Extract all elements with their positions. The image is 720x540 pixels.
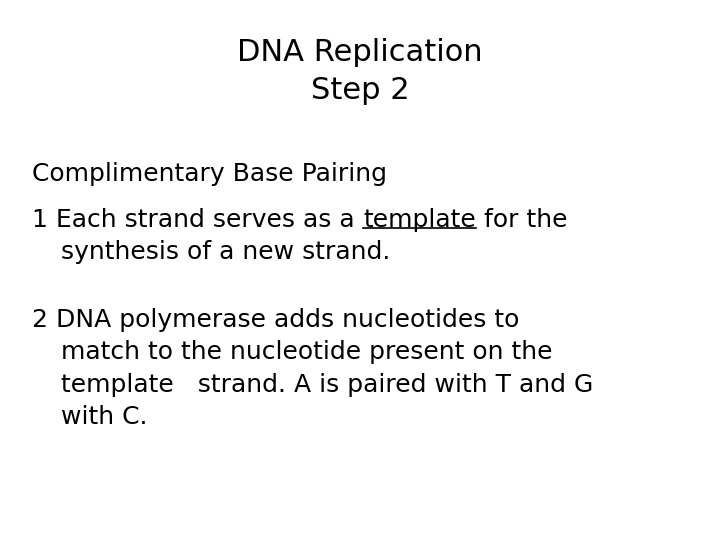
Text: 1 Each strand serves as a: 1 Each strand serves as a [32, 208, 363, 232]
Text: synthesis of a new strand.: synthesis of a new strand. [61, 240, 390, 264]
Text: for the: for the [476, 208, 567, 232]
Text: template: template [363, 208, 476, 232]
Text: Complimentary Base Pairing: Complimentary Base Pairing [32, 162, 387, 186]
Text: with C.: with C. [61, 405, 148, 429]
Text: 2 DNA polymerase adds nucleotides to: 2 DNA polymerase adds nucleotides to [32, 308, 520, 332]
Text: DNA Replication
Step 2: DNA Replication Step 2 [237, 38, 483, 105]
Text: template   strand. A is paired with T and G: template strand. A is paired with T and … [61, 373, 593, 396]
Text: match to the nucleotide present on the: match to the nucleotide present on the [61, 340, 553, 364]
